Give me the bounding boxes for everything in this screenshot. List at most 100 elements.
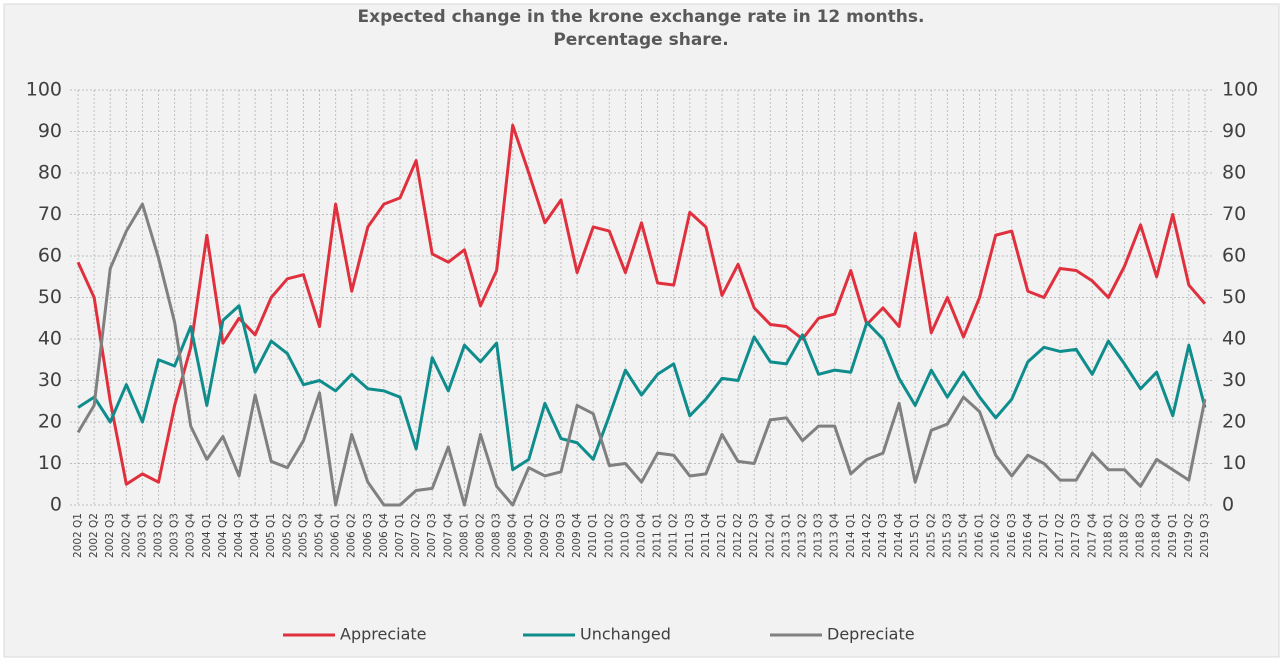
x-tick-label: 2016 Q1 [974, 513, 986, 558]
x-tick-label: 2005 Q1 [265, 513, 277, 558]
legend-label: Appreciate [340, 625, 427, 644]
x-tick-label: 2018 Q1 [1102, 513, 1114, 558]
x-tick-label: 2014 Q3 [877, 513, 889, 558]
y2-tick-label: 80 [1222, 162, 1246, 184]
y2-tick-label: 10 [1222, 452, 1246, 474]
y-tick-label: 70 [38, 203, 62, 225]
x-tick-label: 2011 Q1 [652, 513, 664, 558]
x-tick-label: 2014 Q4 [893, 513, 905, 558]
x-tick-label: 2006 Q3 [362, 513, 374, 558]
x-tick-label: 2011 Q4 [700, 513, 712, 558]
y-tick-label: 20 [38, 411, 62, 433]
x-tick-label: 2015 Q3 [941, 513, 953, 558]
legend-label: Unchanged [580, 625, 671, 644]
y-tick-label: 40 [38, 328, 62, 350]
y2-tick-label: 0 [1222, 494, 1234, 516]
x-tick-label: 2009 Q2 [539, 513, 551, 558]
x-tick-label: 2002 Q1 [72, 513, 84, 558]
x-tick-label: 2016 Q4 [1022, 513, 1034, 558]
x-tick-label: 2011 Q2 [668, 513, 680, 558]
x-tick-label: 2016 Q2 [990, 513, 1002, 558]
y2-tick-label: 40 [1222, 328, 1246, 350]
y-tick-label: 30 [38, 369, 62, 391]
x-tick-label: 2018 Q3 [1135, 513, 1147, 558]
x-tick-label: 2004 Q4 [249, 513, 261, 558]
x-tick-label: 2014 Q1 [845, 513, 857, 558]
x-tick-label: 2003 Q3 [169, 513, 181, 558]
y2-tick-label: 30 [1222, 369, 1246, 391]
x-tick-label: 2015 Q4 [957, 513, 969, 558]
y-tick-label: 10 [38, 452, 62, 474]
x-tick-label: 2004 Q2 [217, 513, 229, 558]
x-tick-label: 2019 Q2 [1183, 513, 1195, 558]
x-tick-label: 2017 Q1 [1038, 513, 1050, 558]
x-tick-label: 2014 Q2 [861, 513, 873, 558]
y2-tick-label: 60 [1222, 245, 1246, 267]
x-tick-label: 2011 Q3 [684, 513, 696, 558]
x-tick-label: 2006 Q2 [346, 513, 358, 558]
x-tick-label: 2002 Q4 [120, 513, 132, 558]
x-tick-label: 2003 Q4 [185, 513, 197, 558]
x-tick-label: 2009 Q1 [523, 513, 535, 558]
x-tick-label: 2005 Q3 [297, 513, 309, 558]
x-tick-label: 2019 Q1 [1167, 513, 1179, 558]
y2-tick-label: 20 [1222, 411, 1246, 433]
x-tick-label: 2017 Q3 [1070, 513, 1082, 558]
chart-title: Expected change in the krone exchange ra… [358, 7, 925, 27]
x-tick-label: 2008 Q3 [491, 513, 503, 558]
x-tick-label: 2013 Q4 [829, 513, 841, 558]
x-tick-label: 2013 Q3 [813, 513, 825, 558]
x-tick-label: 2003 Q2 [153, 513, 165, 558]
x-tick-label: 2008 Q2 [475, 513, 487, 558]
x-tick-label: 2018 Q2 [1118, 513, 1130, 558]
x-tick-label: 2012 Q1 [716, 513, 728, 558]
x-tick-label: 2010 Q2 [603, 513, 615, 558]
y-tick-label: 100 [26, 79, 62, 101]
x-tick-label: 2010 Q4 [636, 513, 648, 558]
x-tick-label: 2007 Q1 [394, 513, 406, 558]
x-tick-label: 2002 Q3 [104, 513, 116, 558]
y-tick-label: 0 [50, 494, 62, 516]
x-tick-label: 2016 Q3 [1006, 513, 1018, 558]
x-tick-label: 2017 Q2 [1054, 513, 1066, 558]
x-tick-label: 2004 Q1 [201, 513, 213, 558]
series-line [77, 304, 1207, 472]
x-tick-label: 2019 Q3 [1199, 513, 1211, 558]
x-tick-label: 2013 Q2 [796, 513, 808, 558]
x-tick-label: 2015 Q1 [909, 513, 921, 558]
x-tick-label: 2013 Q1 [780, 513, 792, 558]
y2-tick-label: 50 [1222, 286, 1246, 308]
x-tick-label: 2012 Q2 [732, 513, 744, 558]
x-tick-label: 2005 Q2 [281, 513, 293, 558]
x-tick-label: 2009 Q3 [555, 513, 567, 558]
x-tick-label: 2017 Q4 [1086, 513, 1098, 558]
series-line [76, 123, 1207, 486]
x-tick-label: 2008 Q4 [507, 513, 519, 558]
x-tick-label: 2010 Q1 [587, 513, 599, 558]
x-tick-label: 2003 Q1 [136, 513, 148, 558]
x-tick-label: 2007 Q3 [426, 513, 438, 558]
series-line [76, 202, 1207, 507]
x-tick-label: 2002 Q2 [88, 513, 100, 558]
x-tick-label: 2006 Q4 [378, 513, 390, 558]
x-tick-label: 2018 Q4 [1151, 513, 1163, 558]
x-tick-label: 2015 Q2 [925, 513, 937, 558]
x-tick-label: 2012 Q4 [764, 513, 776, 558]
y2-tick-label: 70 [1222, 203, 1246, 225]
y2-tick-label: 100 [1222, 79, 1258, 101]
x-tick-label: 2004 Q3 [233, 513, 245, 558]
x-tick-label: 2006 Q1 [330, 513, 342, 558]
chart-subtitle: Percentage share. [553, 30, 728, 50]
y-tick-label: 60 [38, 245, 62, 267]
y-tick-label: 50 [38, 286, 62, 308]
y2-tick-label: 90 [1222, 120, 1246, 142]
y-tick-label: 90 [38, 120, 62, 142]
x-tick-label: 2009 Q4 [571, 513, 583, 558]
legend-label: Depreciate [827, 625, 915, 644]
x-tick-label: 2012 Q3 [748, 513, 760, 558]
y-tick-label: 80 [38, 162, 62, 184]
x-tick-label: 2005 Q4 [314, 513, 326, 558]
x-tick-label: 2007 Q2 [410, 513, 422, 558]
x-tick-label: 2008 Q1 [458, 513, 470, 558]
